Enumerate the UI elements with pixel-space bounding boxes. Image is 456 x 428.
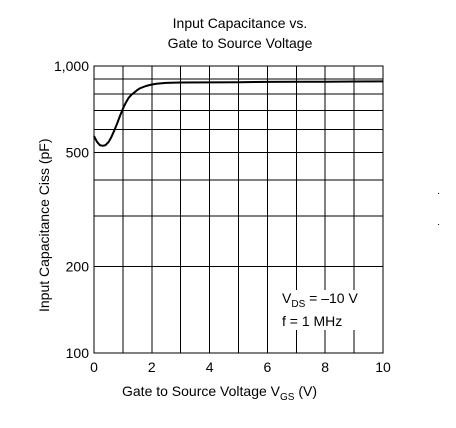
chart-title-line1: Input Capacitance vs. [172, 15, 308, 31]
x-tick-label: 8 [321, 359, 329, 375]
y-axis-label: Input Capacitance Ciss (pF) [36, 138, 52, 312]
plot-frame [93, 65, 384, 354]
x-tick-label: 4 [206, 359, 214, 375]
chart-title-line2: Gate to Source Voltage [167, 35, 313, 51]
x-tick-label: 10 [375, 359, 391, 375]
x-tick-label: 6 [264, 359, 272, 375]
frequency-annotation: f = 1 MHz [282, 312, 343, 329]
stray-mark [438, 193, 439, 194]
vds-annotation: VDS = –10 V [282, 290, 358, 310]
annotation-box: VDS = –10 V f = 1 MHz [280, 290, 360, 330]
y-tick-label: 500 [66, 144, 90, 160]
stray-mark [438, 224, 439, 225]
x-axis-label: Gate to Source Voltage VGS (V) [122, 383, 318, 403]
x-tick-label: 2 [148, 359, 156, 375]
y-tick-label: 100 [66, 345, 90, 361]
y-tick-label: 1,000 [54, 58, 89, 74]
y-tick-label: 200 [66, 259, 90, 275]
capacitance-curve [93, 80, 384, 147]
x-tick-label: 0 [90, 359, 98, 375]
